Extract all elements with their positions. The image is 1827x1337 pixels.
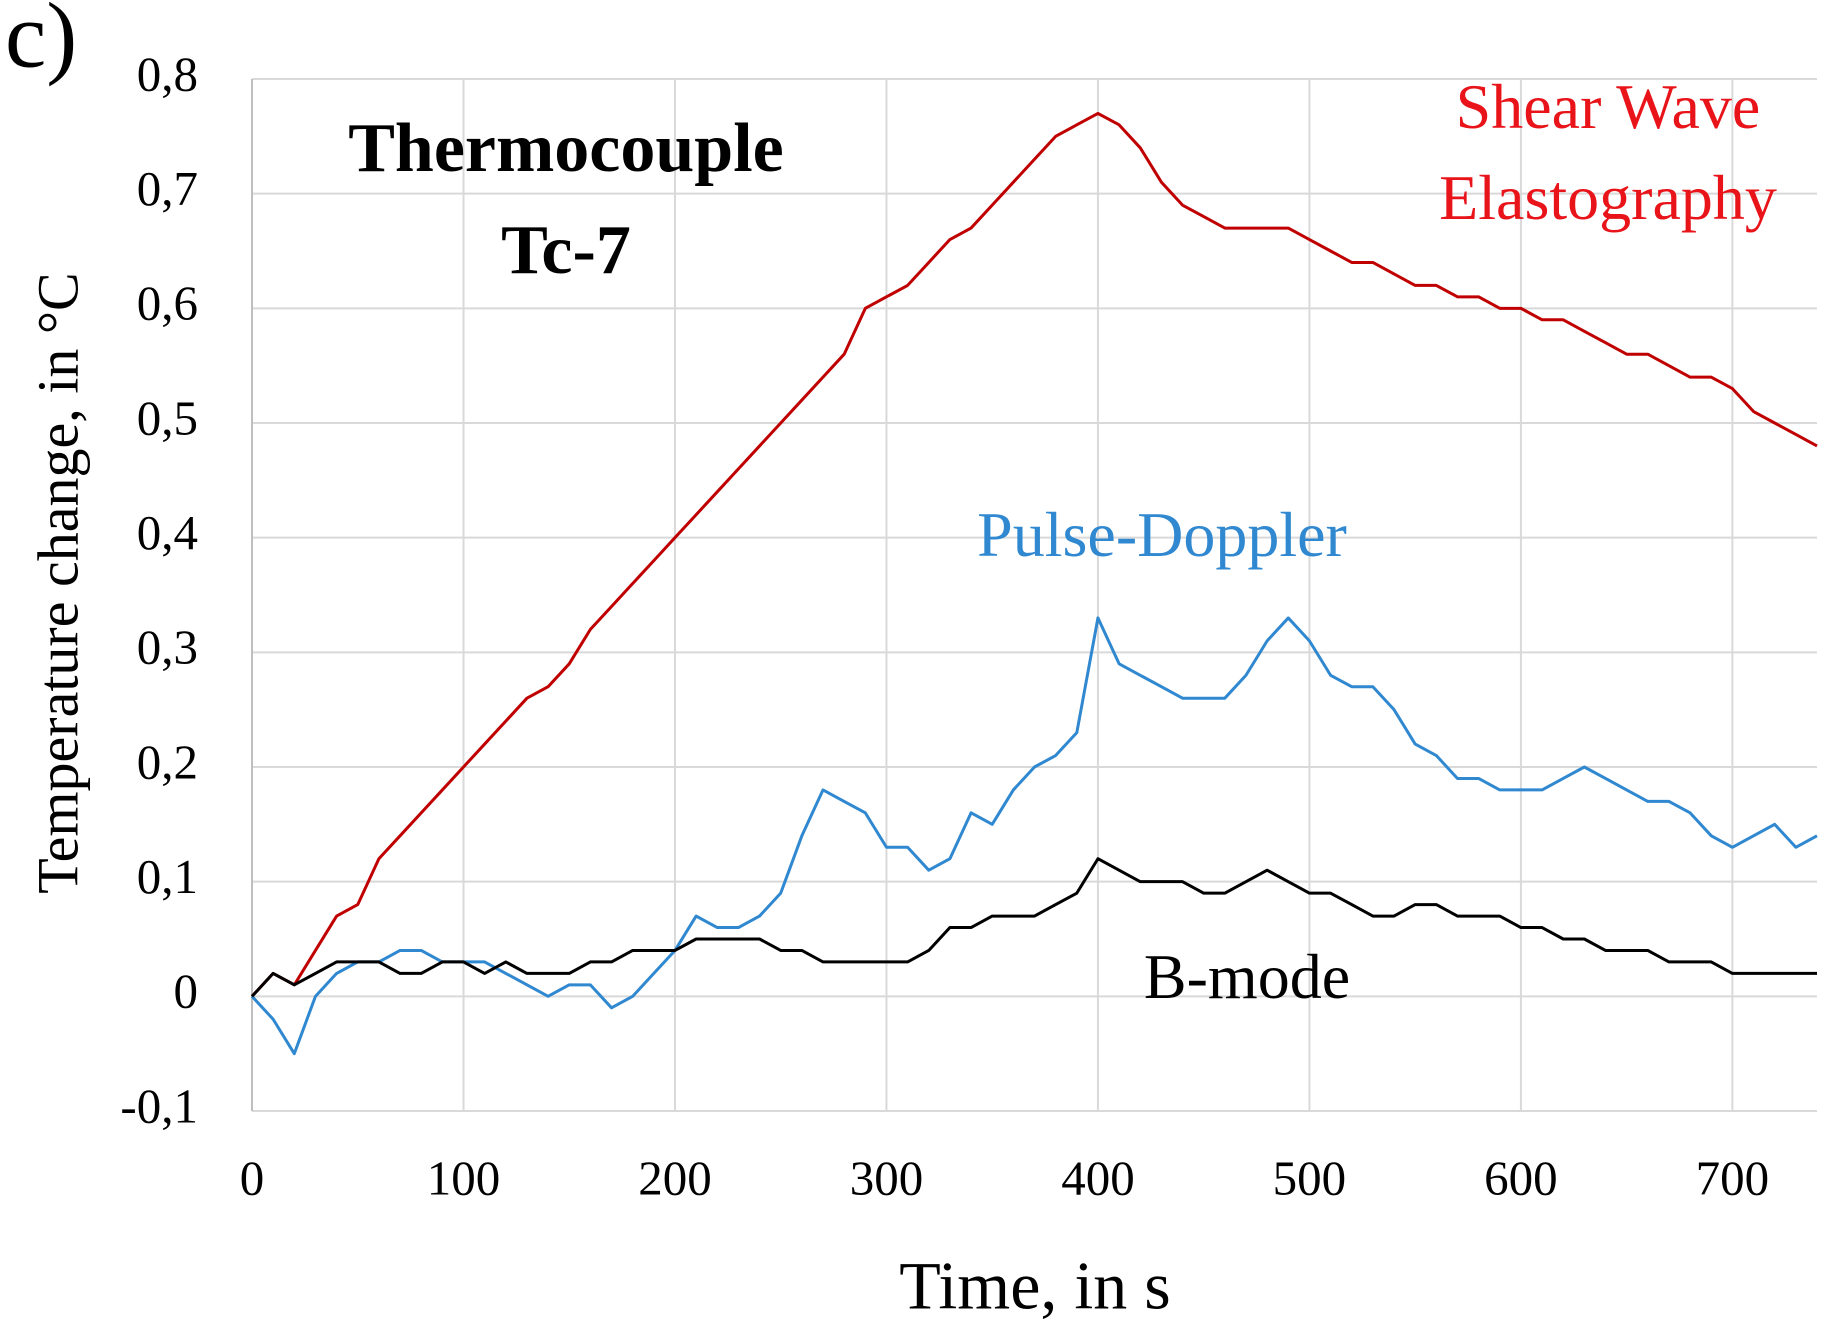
x-axis-label: Time, in s bbox=[899, 1248, 1170, 1324]
y-tick-label: 0,5 bbox=[137, 390, 198, 445]
y-tick-label: 0 bbox=[174, 964, 199, 1019]
x-tick-label: 500 bbox=[1273, 1150, 1347, 1205]
x-tick-label: 300 bbox=[850, 1150, 924, 1205]
y-axis-label: Temperature change, in °C bbox=[25, 272, 90, 893]
x-tick-label: 400 bbox=[1061, 1150, 1135, 1205]
x-tick-label: 0 bbox=[240, 1150, 265, 1205]
x-tick-label: 700 bbox=[1696, 1150, 1770, 1205]
y-tick-label: 0,6 bbox=[137, 276, 198, 331]
chart-title: Thermocouple Tc-7 bbox=[348, 110, 784, 289]
x-tick-label: 600 bbox=[1484, 1150, 1558, 1205]
panel-label: c) bbox=[5, 0, 77, 87]
series-line bbox=[250, 616, 1818, 1056]
series-label: Shear Wave Elastography bbox=[1439, 71, 1777, 233]
series-label: Pulse-Doppler bbox=[977, 499, 1347, 570]
y-tick-label: 0,8 bbox=[137, 46, 198, 101]
x-tick-label: 100 bbox=[427, 1150, 501, 1205]
y-tick-label: -0,1 bbox=[120, 1078, 198, 1133]
y-tick-label: 0,1 bbox=[137, 849, 198, 904]
series-line bbox=[250, 857, 1817, 998]
y-tick-label: 0,2 bbox=[137, 734, 198, 789]
y-tick-label: 0,7 bbox=[137, 161, 198, 216]
y-tick-label: 0,4 bbox=[137, 505, 198, 560]
x-tick-label: 200 bbox=[638, 1150, 712, 1205]
series-line bbox=[250, 111, 1818, 998]
series-label: B-mode bbox=[1143, 941, 1351, 1012]
y-tick-label: 0,3 bbox=[137, 620, 198, 675]
